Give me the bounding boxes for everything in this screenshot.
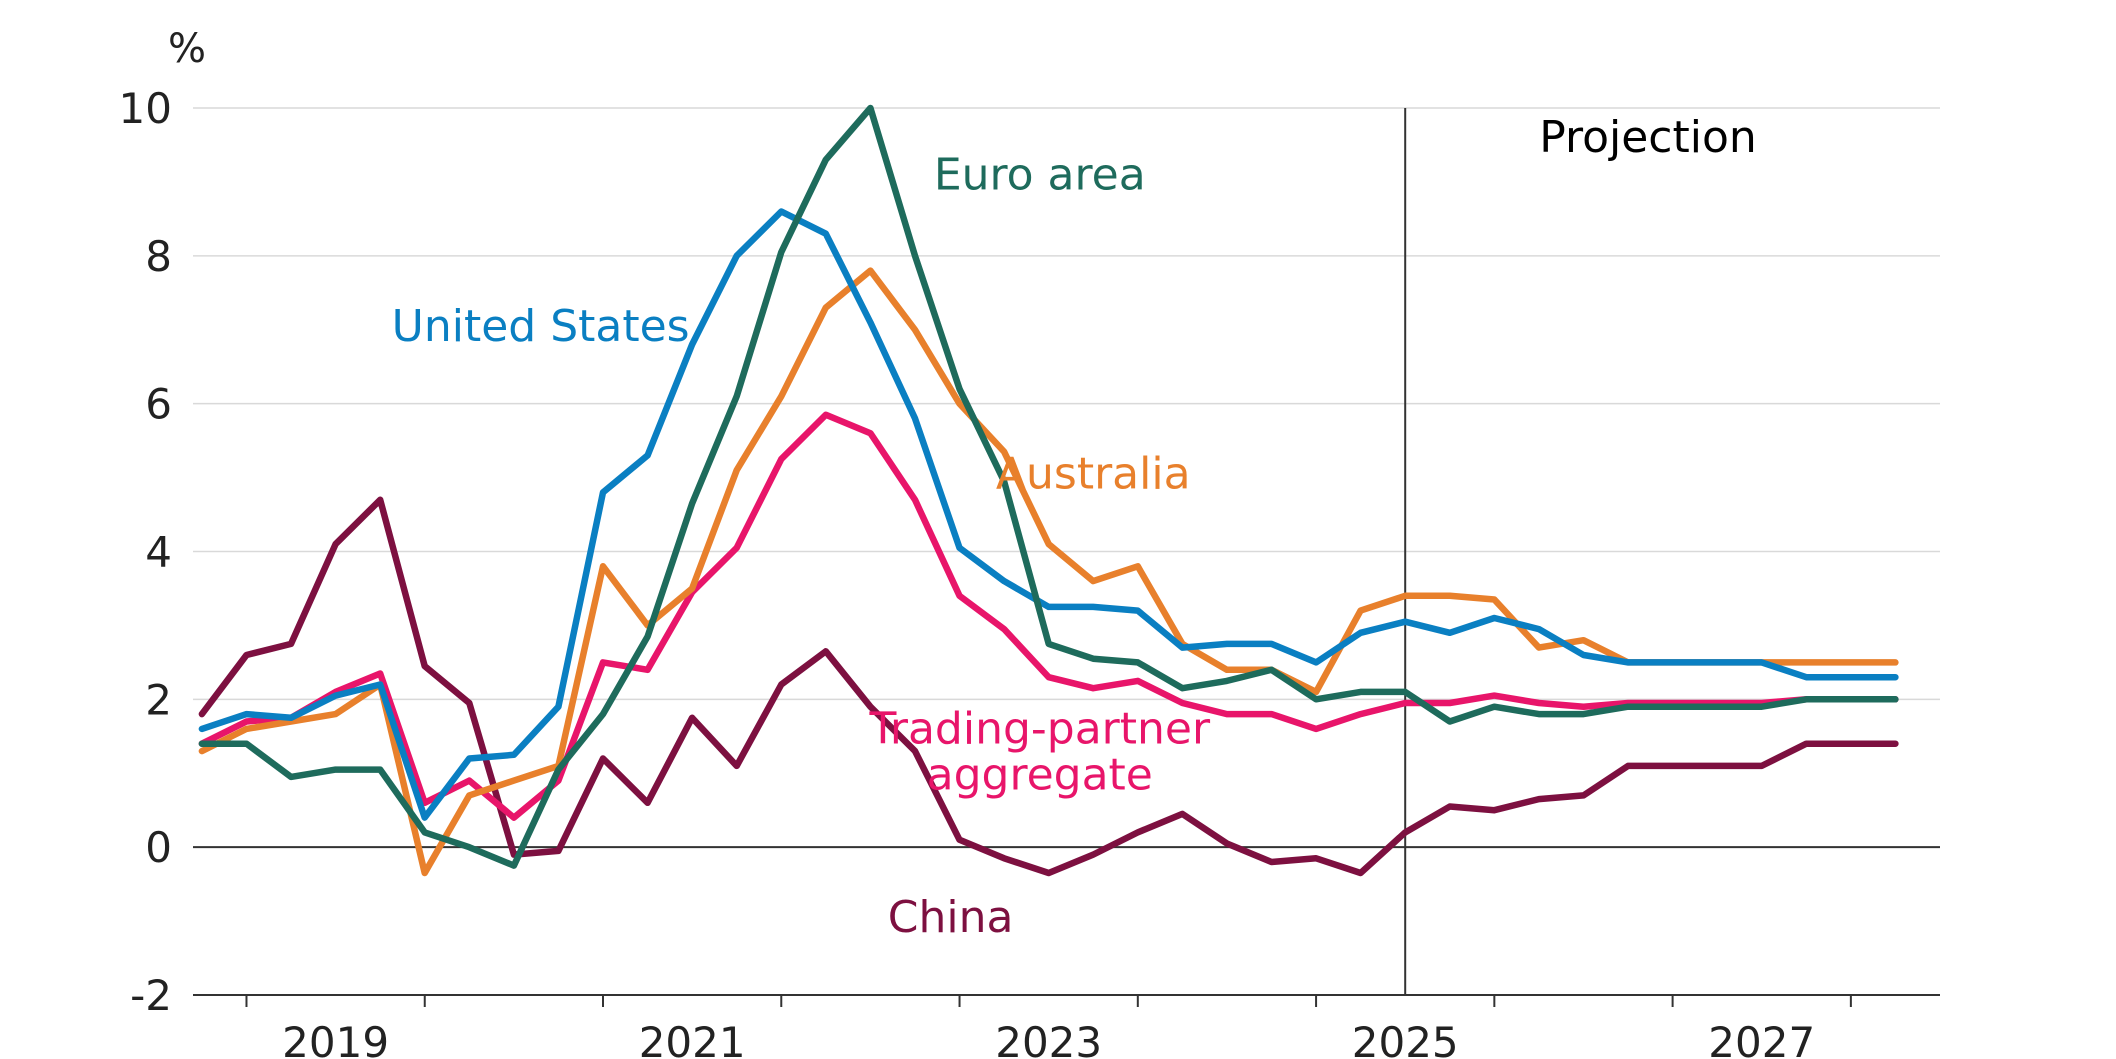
series-line-australia bbox=[198, 267, 1899, 877]
series-label-trading-partner-aggregate: Trading-partner aggregate bbox=[868, 704, 1211, 801]
series-label-china: China bbox=[888, 892, 1014, 943]
y-tick-label: 2 bbox=[145, 675, 172, 724]
x-tick-label: 2023 bbox=[995, 1018, 1102, 1059]
series-label-united-states: United States bbox=[392, 301, 690, 352]
series-lines bbox=[198, 104, 1899, 877]
y-tick-label: 4 bbox=[145, 528, 172, 577]
series-line-china bbox=[198, 496, 1899, 877]
y-tick-label: 6 bbox=[145, 380, 172, 429]
series-label-euro-area: Euro area bbox=[934, 149, 1146, 200]
y-tick-label: -2 bbox=[130, 971, 172, 1020]
x-tick-label: 2025 bbox=[1352, 1018, 1459, 1059]
y-axis-tick-labels: -2 0 2 4 6 8 10 bbox=[119, 84, 172, 1020]
y-tick-label: 10 bbox=[119, 84, 172, 133]
series-line-united-states bbox=[198, 208, 1899, 821]
y-axis-unit-label: % bbox=[168, 26, 206, 72]
x-tick-label: 2027 bbox=[1708, 1018, 1815, 1059]
series-line-euro-area bbox=[198, 104, 1899, 869]
projection-label: Projection bbox=[1539, 112, 1757, 163]
series-labels: United States Euro area Australia Trading-p… bbox=[392, 149, 1211, 943]
y-tick-label: 8 bbox=[145, 232, 172, 281]
y-tick-label: 0 bbox=[145, 823, 172, 872]
x-tick-label: 2021 bbox=[639, 1018, 746, 1059]
series-label-australia: Australia bbox=[996, 449, 1191, 500]
x-axis: 2019 2021 2023 2025 2027 bbox=[193, 994, 1940, 1059]
x-tick-label: 2019 bbox=[282, 1018, 389, 1059]
grid-lines bbox=[193, 107, 1940, 996]
